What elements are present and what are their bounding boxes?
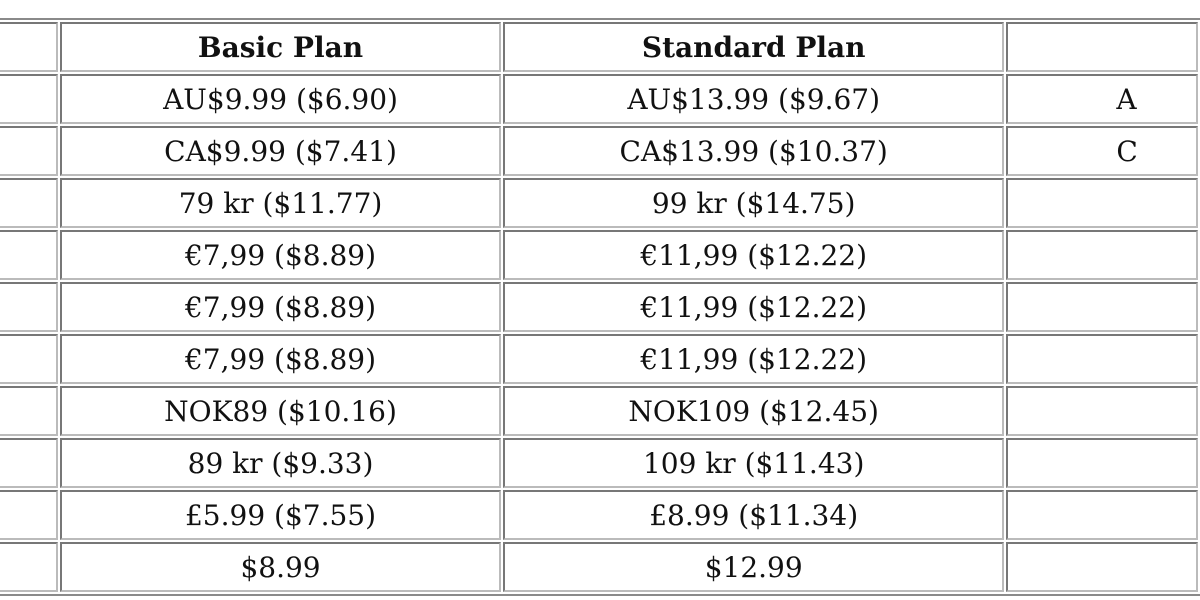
- country-cell: [0, 334, 58, 384]
- header-row: Basic Plan Standard Plan: [0, 22, 1198, 72]
- table-row: 89 kr ($9.33) 109 kr ($11.43): [0, 438, 1198, 488]
- standard-price-cell: €11,99 ($12.22): [503, 334, 1005, 384]
- premium-price-cell: [1006, 334, 1198, 384]
- standard-price-cell: £8.99 ($11.34): [503, 490, 1005, 540]
- premium-price-cell: [1006, 230, 1198, 280]
- standard-price-cell: NOK109 ($12.45): [503, 386, 1005, 436]
- pricing-table-container: Basic Plan Standard Plan AU$9.99 ($6.90)…: [0, 18, 1200, 596]
- basic-price-cell: CA$9.99 ($7.41): [59, 126, 502, 176]
- country-cell: [0, 282, 58, 332]
- table-row: €7,99 ($8.89) €11,99 ($12.22): [0, 282, 1198, 332]
- table-row: $8.99 $12.99: [0, 542, 1198, 592]
- premium-price-cell: C: [1006, 126, 1198, 176]
- table-row: €7,99 ($8.89) €11,99 ($12.22): [0, 334, 1198, 384]
- country-cell: [0, 178, 58, 228]
- country-cell: [0, 490, 58, 540]
- basic-price-cell: NOK89 ($10.16): [59, 386, 502, 436]
- basic-price-cell: £5.99 ($7.55): [59, 490, 502, 540]
- basic-price-cell: €7,99 ($8.89): [59, 334, 502, 384]
- header-country: [0, 22, 58, 72]
- country-cell: [0, 386, 58, 436]
- header-basic-plan: Basic Plan: [59, 22, 502, 72]
- premium-price-cell: [1006, 490, 1198, 540]
- premium-price-cell: [1006, 178, 1198, 228]
- country-cell: [0, 230, 58, 280]
- basic-price-cell: €7,99 ($8.89): [59, 282, 502, 332]
- table-row: NOK89 ($10.16) NOK109 ($12.45): [0, 386, 1198, 436]
- basic-price-cell: AU$9.99 ($6.90): [59, 74, 502, 124]
- standard-price-cell: €11,99 ($12.22): [503, 282, 1005, 332]
- standard-price-cell: AU$13.99 ($9.67): [503, 74, 1005, 124]
- basic-price-cell: 89 kr ($9.33): [59, 438, 502, 488]
- premium-price-cell: [1006, 282, 1198, 332]
- header-standard-plan: Standard Plan: [503, 22, 1005, 72]
- premium-price-cell: [1006, 542, 1198, 592]
- country-cell: [0, 126, 58, 176]
- basic-price-cell: $8.99: [59, 542, 502, 592]
- standard-price-cell: €11,99 ($12.22): [503, 230, 1005, 280]
- pricing-table: Basic Plan Standard Plan AU$9.99 ($6.90)…: [0, 18, 1200, 596]
- standard-price-cell: 99 kr ($14.75): [503, 178, 1005, 228]
- basic-price-cell: 79 kr ($11.77): [59, 178, 502, 228]
- table-row: £5.99 ($7.55) £8.99 ($11.34): [0, 490, 1198, 540]
- header-premium-plan: [1006, 22, 1198, 72]
- premium-price-cell: A: [1006, 74, 1198, 124]
- table-row: €7,99 ($8.89) €11,99 ($12.22): [0, 230, 1198, 280]
- basic-price-cell: €7,99 ($8.89): [59, 230, 502, 280]
- standard-price-cell: 109 kr ($11.43): [503, 438, 1005, 488]
- country-cell: [0, 542, 58, 592]
- table-row: 79 kr ($11.77) 99 kr ($14.75): [0, 178, 1198, 228]
- standard-price-cell: CA$13.99 ($10.37): [503, 126, 1005, 176]
- table-row: CA$9.99 ($7.41) CA$13.99 ($10.37) C: [0, 126, 1198, 176]
- country-cell: [0, 74, 58, 124]
- premium-price-cell: [1006, 438, 1198, 488]
- standard-price-cell: $12.99: [503, 542, 1005, 592]
- premium-price-cell: [1006, 386, 1198, 436]
- country-cell: [0, 438, 58, 488]
- table-row: AU$9.99 ($6.90) AU$13.99 ($9.67) A: [0, 74, 1198, 124]
